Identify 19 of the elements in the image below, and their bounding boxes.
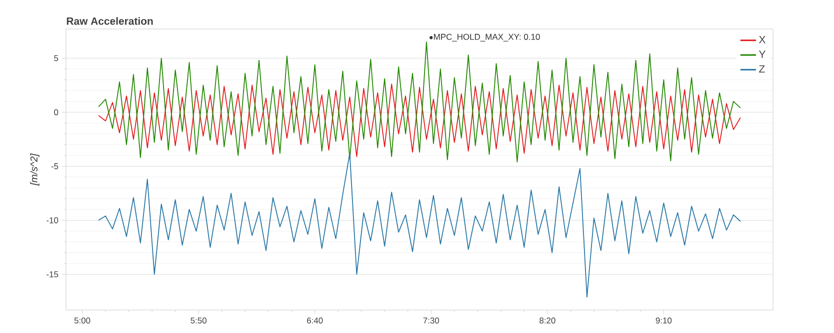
y-tick-label: -10: [46, 217, 58, 224]
x-tick-label: 7:30: [423, 318, 440, 324]
legend-label: X: [758, 36, 766, 44]
legend-label: Z: [759, 65, 765, 73]
line-series: [98, 84, 741, 157]
annotation: MPC_HOLD_MAX_XY: 0.10: [434, 34, 540, 42]
y-tick-label: 5: [54, 55, 58, 62]
y-tick-label: -5: [51, 163, 58, 170]
line-series: [98, 42, 741, 162]
chart-title: Raw Acceleration: [66, 17, 153, 25]
x-tick-label: 9:10: [656, 318, 672, 324]
y-axis-title: [m/s^2]: [30, 153, 40, 186]
x-tick-label: 5:50: [190, 318, 206, 324]
y-tick-label: 0: [54, 109, 58, 116]
y-tick-label: -15: [46, 271, 58, 278]
x-tick-label: 5:00: [74, 318, 90, 324]
x-tick-label: 8:20: [540, 318, 556, 324]
legend-label: Y: [758, 50, 766, 58]
x-tick-label: 6:40: [307, 318, 323, 324]
